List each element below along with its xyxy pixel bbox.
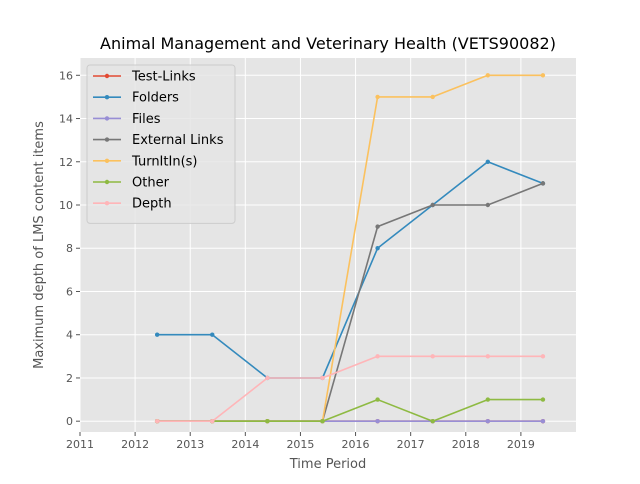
legend-item: Test-Links	[93, 70, 196, 85]
x-tick-label: 2015	[286, 438, 314, 451]
series-depth	[154, 354, 546, 424]
data-point-other	[540, 397, 546, 402]
data-point-other	[375, 397, 380, 402]
legend: Test-Links Folders Files External Links Turn…	[86, 64, 236, 224]
data-point-turnitin-s	[540, 73, 546, 78]
chart-title: Animal Management and Veterinary Health …	[100, 34, 556, 53]
x-tick-label: 2012	[121, 438, 149, 451]
y-tick-label: 10	[59, 199, 73, 212]
data-point-folders	[210, 332, 215, 337]
data-point-external-links	[375, 224, 380, 229]
x-tick-label: 2019	[507, 438, 535, 451]
data-point-depth	[430, 354, 435, 359]
y-tick-label: 4	[66, 329, 73, 342]
legend-item: Depth	[93, 197, 172, 212]
legend-swatch-marker	[104, 73, 110, 79]
data-point-depth	[265, 375, 270, 381]
legend-swatch-marker	[104, 158, 110, 163]
legend-label: Files	[132, 112, 161, 127]
data-point-other	[485, 397, 491, 402]
legend-swatch-marker	[104, 201, 110, 206]
data-point-folders	[154, 332, 160, 337]
legend-label: Folders	[132, 91, 179, 106]
legend-item: Files	[93, 112, 161, 127]
series-line-folders	[157, 161, 544, 379]
y-tick-label: 14	[59, 113, 73, 126]
data-point-other	[430, 418, 435, 424]
data-point-external-links	[430, 202, 435, 208]
data-point-turnitin-s	[430, 94, 435, 100]
y-tick-label: 16	[59, 69, 73, 82]
series-line-depth	[157, 355, 543, 423]
y-axis-ticks: 0 2 4 6 8 10 12 14 16	[59, 69, 80, 428]
data-point-turnitin-s	[375, 94, 380, 100]
y-tick-label: 12	[59, 156, 73, 169]
legend-label: TurnItIn(s)	[131, 154, 197, 169]
legend-item: Other	[93, 176, 170, 191]
data-point-depth	[485, 354, 491, 359]
legend-label: Depth	[132, 197, 172, 212]
data-point-turnitin-s	[485, 73, 491, 78]
data-point-depth	[320, 375, 325, 381]
x-tick-label: 2018	[452, 438, 480, 451]
legend-swatch-marker	[104, 116, 110, 121]
data-point-folders	[375, 246, 380, 251]
legend-box	[86, 64, 236, 224]
legend-item: External Links	[93, 133, 224, 148]
data-point-depth	[540, 354, 546, 359]
legend-swatch-marker	[104, 95, 110, 100]
x-tick-label: 2014	[231, 438, 259, 451]
x-axis-ticks: 2011 2012 2013 2014 2015 2016 2017 2018 2019	[66, 432, 535, 451]
series-line-other	[157, 398, 543, 423]
y-tick-label: 0	[66, 415, 73, 428]
x-axis-label: Time Period	[289, 457, 366, 472]
data-point-files	[375, 418, 380, 424]
legend-item: Folders	[93, 91, 179, 106]
y-axis-label: Maximum depth of LMS content items	[32, 121, 47, 369]
x-tick-label: 2016	[342, 438, 370, 451]
series-layer	[154, 73, 546, 424]
data-point-depth	[375, 354, 380, 359]
data-point-external-links	[540, 181, 546, 186]
data-point-other	[320, 418, 325, 424]
legend-label: External Links	[132, 133, 224, 148]
data-point-folders	[485, 159, 491, 164]
legend-label: Other	[132, 176, 170, 191]
legend-swatch-marker	[104, 179, 110, 185]
data-point-external-links	[485, 202, 491, 208]
data-point-other	[265, 418, 270, 424]
legend-label: Test-Links	[131, 70, 196, 85]
data-point-depth	[210, 418, 215, 424]
x-tick-label: 2017	[397, 438, 425, 451]
y-tick-label: 8	[66, 242, 73, 255]
legend-item: TurnItIn(s)	[93, 154, 197, 169]
x-tick-label: 2011	[66, 438, 94, 451]
data-point-files	[485, 418, 491, 424]
y-tick-label: 6	[66, 285, 73, 298]
y-tick-label: 2	[66, 372, 73, 385]
x-tick-label: 2013	[176, 438, 204, 451]
data-point-depth	[154, 418, 160, 424]
data-point-files	[540, 418, 546, 424]
legend-swatch-marker	[104, 137, 110, 142]
grid-lines	[79, 58, 576, 432]
